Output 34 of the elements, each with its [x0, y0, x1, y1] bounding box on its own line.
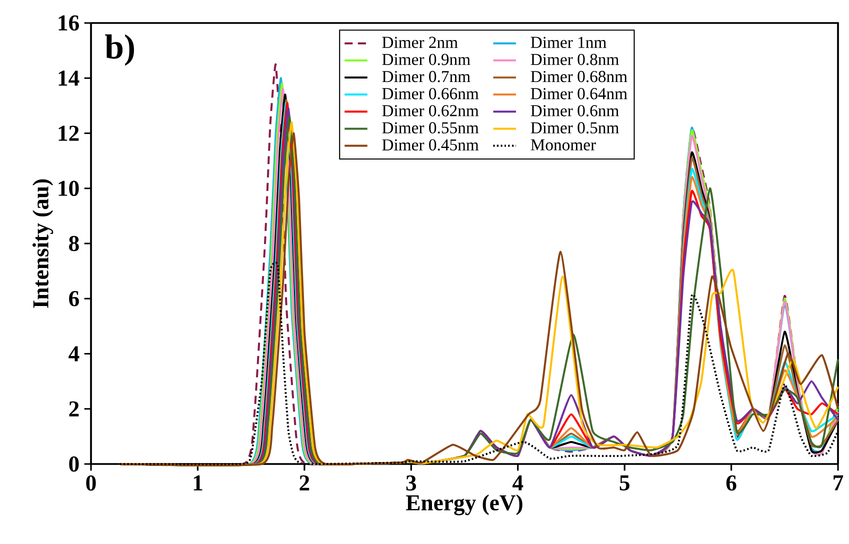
legend-label: Dimer 0.64nm [530, 88, 628, 100]
y-tick-label: 4 [68, 346, 80, 362]
y-tick-label: 0 [69, 456, 79, 472]
y-tick-label: 14 [58, 70, 80, 86]
legend-label: Monomer [530, 139, 596, 150]
y-tick-label: 6 [69, 291, 79, 306]
legend-label: Dimer 0.68nm [530, 70, 628, 82]
legend-label: Dimer 0.9nm [382, 54, 470, 66]
y-tick-label: 10 [58, 180, 79, 196]
x-tick-label: 6 [726, 475, 736, 491]
x-tick-label: 1 [194, 475, 202, 490]
legend-label: Dimer 0.62nm [382, 105, 479, 116]
x-tick-label: 4 [512, 475, 524, 490]
legend-label: Dimer 1nm [530, 36, 606, 48]
x-tick-label: 5 [620, 475, 630, 490]
y-tick-label: 12 [58, 126, 79, 141]
x-tick-label: 7 [834, 475, 844, 490]
legend-label: Dimer 2nm [382, 36, 458, 48]
legend-label: Dimer 0.45nm [382, 139, 479, 151]
x-axis-title: Energy (eV) [406, 494, 522, 516]
y-tick-label: 16 [58, 15, 79, 31]
annotation: b) [105, 34, 134, 66]
x-tick-label: 3 [406, 475, 416, 491]
y-tick-label: 8 [69, 236, 79, 252]
legend-label: Dimer 0.7nm [382, 70, 470, 82]
legend-label: Dimer 0.5nm [530, 122, 619, 134]
legend-label: Dimer 0.8nm [530, 54, 619, 66]
legend-label: Dimer 0.66nm [382, 88, 479, 100]
y-axis-title: Intensity (au) [32, 179, 54, 308]
legend-label: Dimer 0.55nm [382, 122, 479, 134]
legend-label: Dimer 0.6nm [530, 105, 619, 116]
y-tick-label: 2 [69, 401, 79, 416]
x-tick-label: 2 [300, 475, 310, 490]
x-tick-label: 0 [86, 475, 96, 491]
